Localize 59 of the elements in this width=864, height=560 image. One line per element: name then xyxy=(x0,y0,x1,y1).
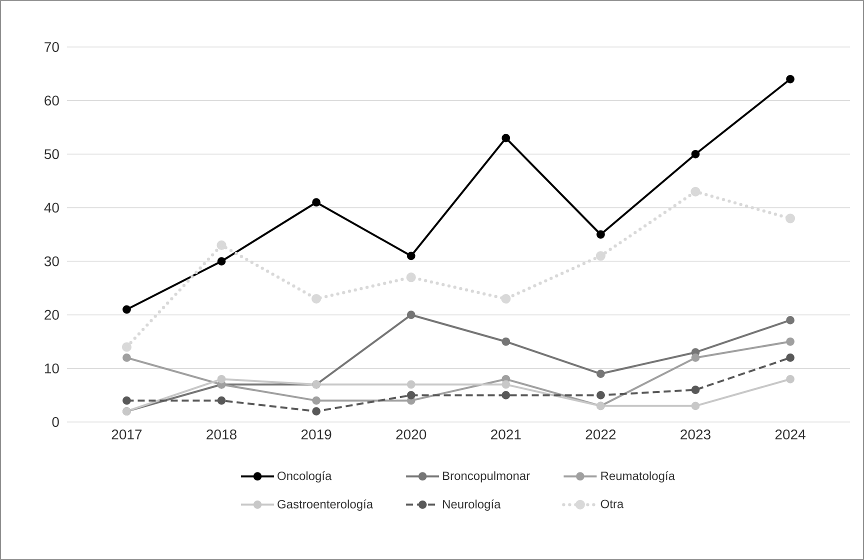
point xyxy=(596,230,605,239)
x-tick-label: 2020 xyxy=(396,430,426,440)
legend-label: Broncopulmonar xyxy=(443,471,530,482)
x-tick-label: 2024 xyxy=(775,430,806,440)
point xyxy=(312,198,321,207)
x-tick-label: 2022 xyxy=(586,430,616,440)
point xyxy=(596,391,605,400)
point xyxy=(406,272,416,282)
point xyxy=(501,294,511,304)
legend-label: Otra xyxy=(600,500,624,508)
point xyxy=(502,337,510,346)
point xyxy=(786,316,794,324)
x-tick-label: 2023 xyxy=(680,430,710,440)
y-tick-label: 30 xyxy=(44,256,59,266)
point xyxy=(691,402,700,410)
point xyxy=(596,251,606,261)
point xyxy=(502,380,510,389)
legend-label: Reumatología xyxy=(601,471,675,483)
point xyxy=(786,337,794,346)
y-tick-label: 50 xyxy=(44,149,59,160)
point xyxy=(406,252,416,260)
point xyxy=(122,305,131,314)
point xyxy=(690,186,700,196)
point xyxy=(312,407,321,416)
point xyxy=(217,374,226,384)
y-tick-label: 60 xyxy=(44,96,59,106)
point xyxy=(691,354,700,362)
x-tick-label: 2017 xyxy=(112,430,142,440)
point xyxy=(216,240,226,250)
x-tick-label: 2019 xyxy=(301,430,332,440)
point xyxy=(786,74,794,84)
point xyxy=(786,374,794,384)
x-tick-label: 2018 xyxy=(206,430,236,440)
y-tick-label: 0 xyxy=(52,417,59,427)
legend-label: Neurología xyxy=(443,499,501,511)
point xyxy=(122,342,132,352)
point xyxy=(502,391,510,400)
y-tick-label: 20 xyxy=(44,310,59,320)
legend-label: Gastroenterología xyxy=(278,499,374,511)
point xyxy=(786,354,794,362)
point xyxy=(122,396,131,405)
legend-label: Oncología xyxy=(278,471,332,483)
point xyxy=(312,294,322,304)
point xyxy=(406,380,416,389)
point xyxy=(785,214,796,224)
point xyxy=(406,391,416,400)
x-tick-label: 2021 xyxy=(491,430,521,440)
y-tick-label: 70 xyxy=(44,42,59,52)
point xyxy=(217,257,226,266)
y-tick-label: 10 xyxy=(44,363,59,374)
point xyxy=(691,386,700,394)
point xyxy=(502,134,510,142)
point xyxy=(312,396,321,405)
point xyxy=(122,354,131,362)
point xyxy=(596,370,605,378)
point xyxy=(691,150,700,158)
point xyxy=(406,310,416,320)
point xyxy=(217,396,226,405)
y-tick-label: 40 xyxy=(44,202,59,213)
